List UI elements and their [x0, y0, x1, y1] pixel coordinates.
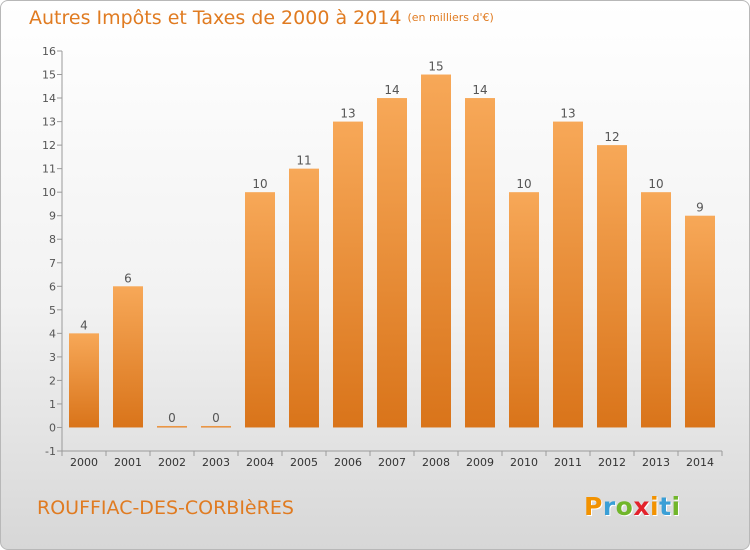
- y-tick-label: 8: [49, 233, 56, 246]
- bar: [553, 121, 583, 428]
- x-tick-label: 2001: [114, 456, 142, 469]
- logo-letter: P: [584, 492, 603, 521]
- y-tick-label: 3: [49, 351, 56, 364]
- y-tick-label: 9: [49, 210, 56, 223]
- x-tick-label: 2012: [598, 456, 626, 469]
- data-label: 0: [212, 411, 220, 425]
- x-tick-label: 2007: [378, 456, 406, 469]
- y-tick-label: 5: [49, 304, 56, 317]
- logo-letter: r: [602, 492, 616, 521]
- chart-unit: (en milliers d'€): [407, 11, 494, 24]
- data-label: 6: [124, 271, 132, 285]
- data-label: 13: [560, 107, 575, 121]
- data-label: 4: [80, 318, 88, 332]
- chart-title: Autres Impôts et Taxes de 2000 à 2014 (en…: [29, 7, 494, 29]
- y-tick-label: 14: [42, 92, 56, 105]
- y-tick-label: 1: [49, 398, 56, 411]
- bar: [509, 192, 539, 428]
- logo-letter: i: [650, 492, 660, 521]
- x-tick-label: 2009: [466, 456, 494, 469]
- y-tick-label: 7: [49, 257, 56, 270]
- x-tick-label: 2005: [290, 456, 318, 469]
- data-label: 11: [296, 154, 311, 168]
- proxiti-logo: Proxiti: [584, 492, 681, 521]
- bar: [377, 98, 407, 428]
- bar: [465, 98, 495, 428]
- y-tick-label: 16: [42, 45, 56, 58]
- y-tick-label: 15: [42, 69, 56, 82]
- chart-title-text: Autres Impôts et Taxes de 2000 à 2014: [29, 7, 402, 29]
- logo-letter: x: [633, 492, 650, 521]
- y-tick-label: 10: [42, 186, 56, 199]
- bar: [157, 425, 187, 428]
- data-label: 14: [384, 83, 399, 97]
- data-label: 13: [340, 107, 355, 121]
- bar: [289, 168, 319, 428]
- bar: [333, 121, 363, 428]
- y-tick-label: 12: [42, 139, 56, 152]
- bar: [597, 145, 627, 428]
- data-label: 0: [168, 411, 176, 425]
- data-label: 10: [252, 177, 267, 191]
- data-label: 10: [648, 177, 663, 191]
- bar: [685, 215, 715, 428]
- x-tick-label: 2013: [642, 456, 670, 469]
- x-tick-label: 2000: [70, 456, 98, 469]
- y-tick-label: 13: [42, 116, 56, 129]
- data-label: 14: [472, 83, 487, 97]
- bar: [201, 425, 231, 428]
- y-tick-label: 2: [49, 374, 56, 387]
- x-tick-label: 2004: [246, 456, 274, 469]
- y-tick-label: -1: [45, 445, 56, 458]
- logo-letter: o: [615, 492, 634, 521]
- bar: [641, 192, 671, 428]
- x-tick-label: 2011: [554, 456, 582, 469]
- logo-letter: t: [659, 492, 672, 521]
- y-tick-label: 4: [49, 327, 56, 340]
- commune-name: ROUFFIAC-DES-CORBIèRES: [37, 497, 294, 519]
- x-tick-label: 2003: [202, 456, 230, 469]
- x-tick-label: 2008: [422, 456, 450, 469]
- y-tick-label: 6: [49, 280, 56, 293]
- data-label: 10: [516, 177, 531, 191]
- x-tick-label: 2010: [510, 456, 538, 469]
- bar: [245, 192, 275, 428]
- bar: [69, 333, 99, 428]
- x-tick-label: 2002: [158, 456, 186, 469]
- y-tick-label: 0: [49, 421, 56, 434]
- data-label: 12: [604, 130, 619, 144]
- logo-letter: i: [671, 492, 681, 521]
- data-label: 9: [696, 201, 704, 215]
- bar: [421, 74, 451, 428]
- data-label: 15: [428, 60, 443, 74]
- x-tick-label: 2006: [334, 456, 362, 469]
- bar: [113, 286, 143, 428]
- y-tick-label: 11: [42, 163, 56, 176]
- x-tick-label: 2014: [686, 456, 714, 469]
